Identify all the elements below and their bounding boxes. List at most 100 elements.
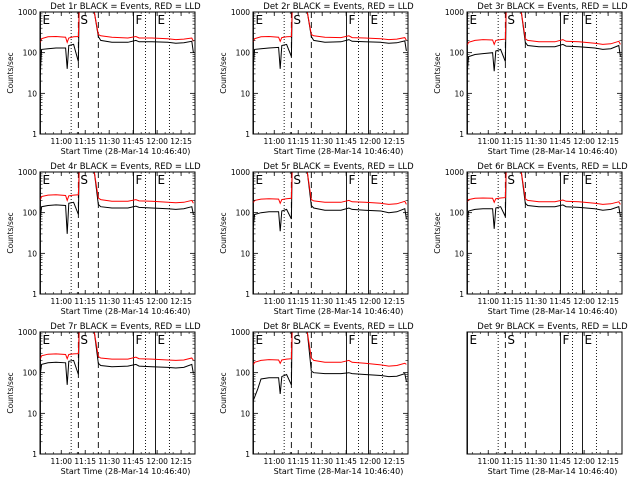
x-tick-label: 11:15 [287, 297, 309, 306]
y-axis-label: Counts/sec [6, 372, 15, 413]
x-tick-label: 11:30 [525, 297, 547, 306]
x-tick-label: 11:00 [263, 297, 285, 306]
marker-label-s: S [80, 333, 88, 347]
plot-area [253, 172, 407, 294]
x-tick-label: 12:00 [146, 457, 168, 466]
plot-area [253, 332, 407, 454]
series-events [467, 12, 621, 74]
marker-label-e: E [255, 13, 263, 27]
y-tick-label: 100 [236, 49, 251, 58]
x-tick-label: 12:15 [170, 457, 192, 466]
marker-label-e: E [371, 173, 379, 187]
y-tick-label: 10 [240, 249, 250, 258]
series-events [253, 12, 407, 69]
panel-title: Det 7r BLACK = Events, RED = LLD [50, 322, 201, 332]
series-lld [253, 172, 407, 205]
marker-label-e: E [585, 173, 593, 187]
x-tick-label: 11:15 [501, 457, 523, 466]
panel-title: Det 5r BLACK = Events, RED = LLD [263, 162, 414, 172]
x-tick-label: 12:00 [573, 297, 595, 306]
plot-frame [466, 331, 623, 455]
x-tick-label: 11:45 [335, 137, 357, 146]
x-tick-label: 11:45 [335, 457, 357, 466]
x-axis-label: Start Time (28-Mar-14 10:46:40) [274, 307, 404, 316]
y-tick-label: 1000 [445, 8, 464, 17]
plot-frame [252, 11, 409, 135]
marker-label-s: S [293, 173, 301, 187]
marker-label-e: E [255, 333, 263, 347]
plot-area [40, 332, 194, 454]
marker-label-s: S [507, 13, 515, 27]
series-lld [467, 172, 621, 205]
x-tick-label: 11:15 [287, 137, 309, 146]
plot-frame [39, 11, 196, 135]
y-tick-label: 1000 [18, 168, 37, 177]
y-tick-label: 100 [236, 369, 251, 378]
plot-area [253, 12, 407, 134]
x-tick-label: 11:00 [477, 457, 499, 466]
y-tick-label: 10 [454, 89, 464, 98]
plot-area [467, 12, 621, 134]
x-tick-label: 11:30 [98, 137, 120, 146]
marker-label-f: F [348, 13, 355, 27]
x-tick-label: 12:15 [170, 297, 192, 306]
series-events [40, 12, 194, 78]
x-axis-label: Start Time (28-Mar-14 10:46:40) [61, 147, 191, 156]
x-tick-label: 11:00 [477, 297, 499, 306]
y-tick-label: 10 [27, 249, 37, 258]
marker-label-f: F [562, 13, 569, 27]
plot-area [467, 332, 597, 454]
marker-label-s: S [507, 173, 515, 187]
y-tick-label: 10 [454, 249, 464, 258]
marker-label-e: E [469, 13, 477, 27]
y-axis-label: Counts/sec [219, 372, 228, 413]
marker-label-e: E [371, 333, 379, 347]
x-tick-label: 12:15 [597, 297, 619, 306]
x-tick-label: 11:15 [287, 457, 309, 466]
marker-label-f: F [135, 173, 142, 187]
plot-frame [466, 171, 623, 295]
x-tick-label: 12:00 [359, 297, 381, 306]
series-events [40, 172, 194, 234]
marker-label-s: S [80, 173, 88, 187]
x-tick-label: 12:15 [597, 137, 619, 146]
marker-label-e: E [585, 333, 593, 347]
x-tick-label: 11:00 [50, 457, 72, 466]
x-tick-label: 11:30 [525, 137, 547, 146]
series-events [253, 332, 407, 402]
x-tick-label: 11:00 [263, 137, 285, 146]
y-tick-label: 1 [32, 450, 37, 459]
marker-label-e: E [371, 13, 379, 27]
y-tick-label: 100 [23, 209, 38, 218]
x-tick-label: 11:15 [74, 297, 96, 306]
x-tick-label: 11:00 [50, 297, 72, 306]
plot-area [40, 12, 194, 134]
marker-label-f: F [135, 13, 142, 27]
marker-label-e: E [42, 333, 50, 347]
x-tick-label: 11:00 [50, 137, 72, 146]
y-axis-label: Counts/sec [219, 52, 228, 93]
marker-label-f: F [562, 333, 569, 347]
marker-label-f: F [348, 333, 355, 347]
y-tick-label: 10 [240, 89, 250, 98]
x-axis-label: Start Time (28-Mar-14 10:46:40) [488, 467, 618, 476]
x-axis-label: Start Time (28-Mar-14 10:46:40) [274, 147, 404, 156]
y-tick-label: 1000 [18, 8, 37, 17]
marker-label-f: F [348, 173, 355, 187]
x-axis-label: Start Time (28-Mar-14 10:46:40) [488, 307, 618, 316]
x-tick-label: 12:15 [170, 137, 192, 146]
y-tick-label: 1000 [231, 8, 250, 17]
marker-label-e: E [255, 173, 263, 187]
y-axis-label: Counts/sec [219, 212, 228, 253]
marker-label-e: E [42, 13, 50, 27]
marker-label-e: E [469, 173, 477, 187]
x-tick-label: 11:00 [477, 137, 499, 146]
series-lld [40, 172, 194, 204]
x-tick-label: 11:15 [74, 137, 96, 146]
